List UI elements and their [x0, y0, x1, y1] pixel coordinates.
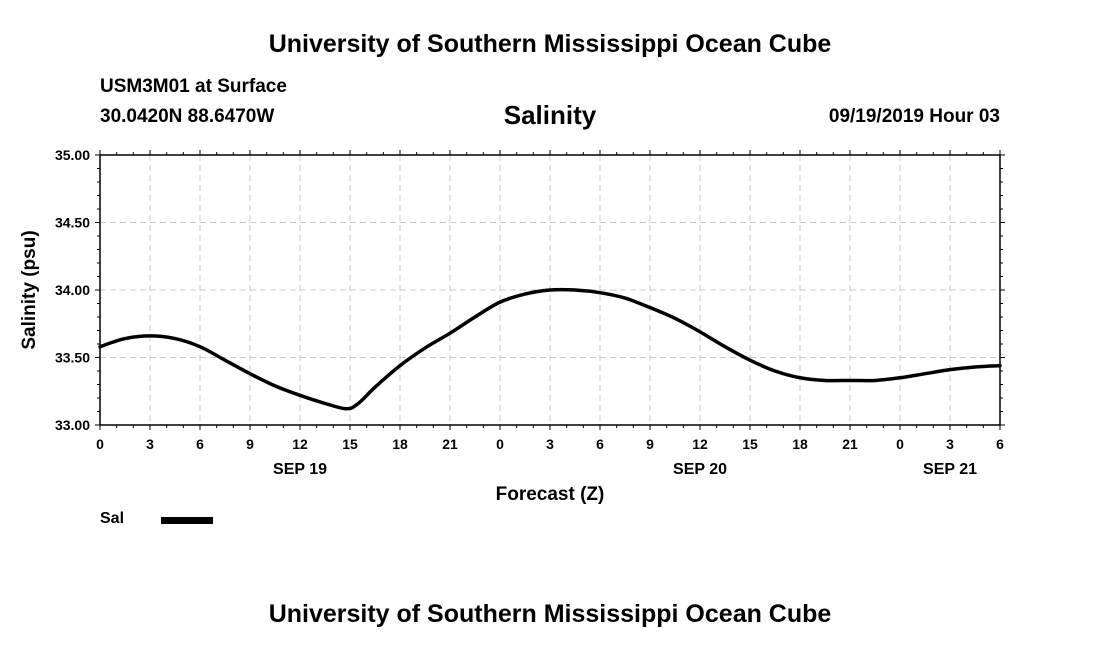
legend-label: Sal: [100, 510, 125, 527]
y-tick-label: 34.50: [55, 215, 90, 231]
y-axis-label: Salinity (psu): [19, 230, 40, 349]
x-tick-label: 15: [342, 436, 358, 452]
x-tick-label: 12: [292, 436, 308, 452]
date-label: SEP 19: [273, 461, 327, 478]
x-tick-label: 18: [792, 436, 808, 452]
x-tick-label: 6: [996, 436, 1004, 452]
x-tick-label: 21: [842, 436, 858, 452]
x-tick-label: 3: [146, 436, 154, 452]
y-tick-label: 34.00: [55, 282, 90, 298]
legend-swatch: [161, 517, 213, 524]
x-tick-label: 0: [96, 436, 104, 452]
series-layer: [98, 287, 1002, 411]
station-name: USM3M01 at Surface: [100, 76, 287, 97]
date-label: SEP 20: [673, 461, 727, 478]
label-layer: 0 3 6 9 12 15 18 21 0 3 6 9 12 15 18 21 0 3 6 33.00 33.50 34.…: [19, 147, 1004, 505]
x-tick-label: 18: [392, 436, 408, 452]
x-tick-label: 0: [496, 436, 504, 452]
bottom-title: University of Southern Mississippi Ocean…: [268, 600, 832, 628]
x-tick-label: 6: [196, 436, 204, 452]
x-tick-label: 3: [546, 436, 554, 452]
x-tick-label: 0: [896, 436, 904, 452]
series-line-sal: [98, 287, 1002, 411]
chart-title: Salinity: [503, 100, 597, 130]
x-tick-label: 15: [742, 436, 758, 452]
x-tick-label: 9: [646, 436, 654, 452]
x-tick-label: 3: [946, 436, 954, 452]
grid-layer: [100, 155, 1000, 425]
date-label: SEP 21: [923, 461, 977, 478]
x-tick-label: 12: [692, 436, 708, 452]
forecast-datetime: 09/19/2019 Hour 03: [828, 106, 1000, 127]
x-tick-label: 6: [596, 436, 604, 452]
x-tick-label: 21: [442, 436, 458, 452]
x-axis-label: Forecast (Z): [496, 484, 605, 505]
x-tick-label: 9: [246, 436, 254, 452]
y-tick-label: 35.00: [55, 147, 90, 163]
y-tick-label: 33.00: [55, 417, 90, 433]
axis-layer: [95, 150, 1005, 430]
station-coordinates: 30.0420N 88.6470W: [100, 106, 275, 127]
y-tick-label: 33.50: [55, 350, 90, 366]
top-title: University of Southern Mississippi Ocean…: [268, 30, 832, 58]
